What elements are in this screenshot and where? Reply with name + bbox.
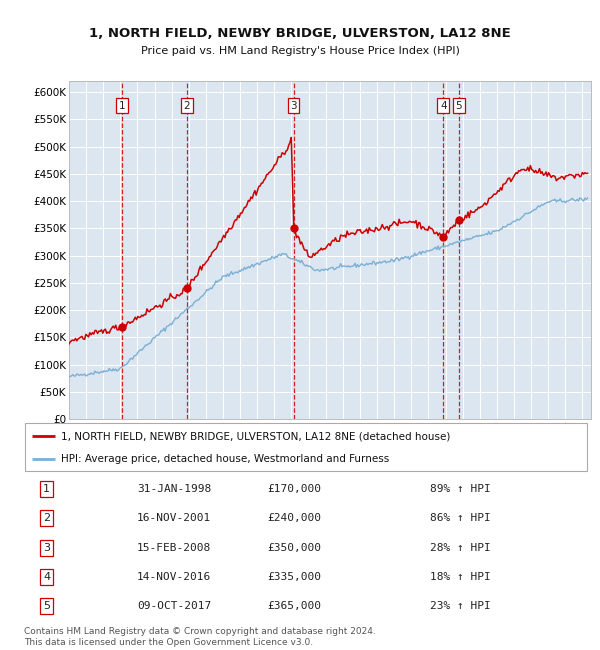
Text: 2: 2: [43, 514, 50, 523]
Text: 3: 3: [290, 101, 297, 111]
Text: 14-NOV-2016: 14-NOV-2016: [137, 572, 211, 582]
Text: 5: 5: [43, 601, 50, 611]
Text: £170,000: £170,000: [268, 484, 322, 494]
Text: £335,000: £335,000: [268, 572, 322, 582]
Text: Price paid vs. HM Land Registry's House Price Index (HPI): Price paid vs. HM Land Registry's House …: [140, 46, 460, 55]
FancyBboxPatch shape: [25, 424, 587, 471]
Text: 2: 2: [184, 101, 190, 111]
Text: 5: 5: [455, 101, 462, 111]
Text: 4: 4: [440, 101, 446, 111]
Text: 23% ↑ HPI: 23% ↑ HPI: [430, 601, 491, 611]
Text: Contains HM Land Registry data © Crown copyright and database right 2024.
This d: Contains HM Land Registry data © Crown c…: [24, 627, 376, 647]
Text: 18% ↑ HPI: 18% ↑ HPI: [430, 572, 491, 582]
Text: £350,000: £350,000: [268, 543, 322, 552]
Text: HPI: Average price, detached house, Westmorland and Furness: HPI: Average price, detached house, West…: [61, 454, 389, 464]
Text: £365,000: £365,000: [268, 601, 322, 611]
Text: £240,000: £240,000: [268, 514, 322, 523]
Text: 15-FEB-2008: 15-FEB-2008: [137, 543, 211, 552]
Text: 1: 1: [118, 101, 125, 111]
Text: 89% ↑ HPI: 89% ↑ HPI: [430, 484, 491, 494]
Text: 09-OCT-2017: 09-OCT-2017: [137, 601, 211, 611]
Text: 86% ↑ HPI: 86% ↑ HPI: [430, 514, 491, 523]
Text: 4: 4: [43, 572, 50, 582]
Text: 31-JAN-1998: 31-JAN-1998: [137, 484, 211, 494]
Text: 1, NORTH FIELD, NEWBY BRIDGE, ULVERSTON, LA12 8NE: 1, NORTH FIELD, NEWBY BRIDGE, ULVERSTON,…: [89, 27, 511, 40]
Text: 28% ↑ HPI: 28% ↑ HPI: [430, 543, 491, 552]
Text: 3: 3: [43, 543, 50, 552]
Text: 1, NORTH FIELD, NEWBY BRIDGE, ULVERSTON, LA12 8NE (detached house): 1, NORTH FIELD, NEWBY BRIDGE, ULVERSTON,…: [61, 431, 450, 441]
Text: 16-NOV-2001: 16-NOV-2001: [137, 514, 211, 523]
Text: 1: 1: [43, 484, 50, 494]
